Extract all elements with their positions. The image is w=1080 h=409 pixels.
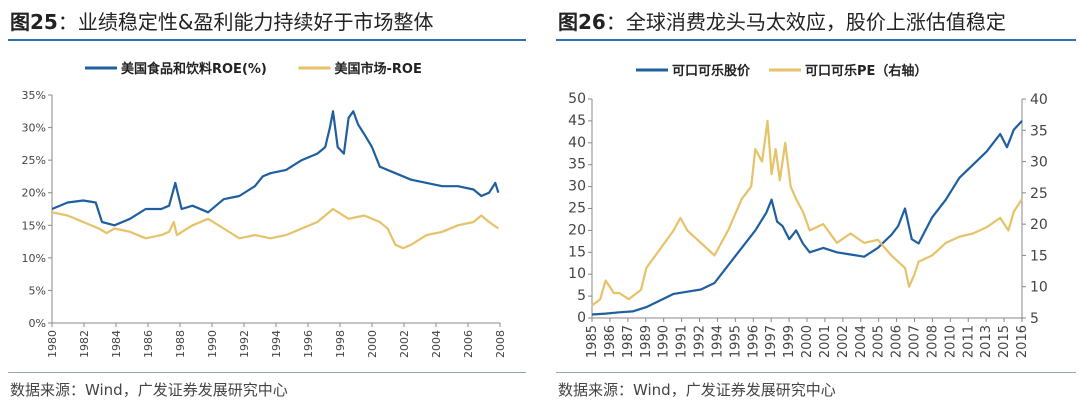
y-tick-label: 25 [568, 201, 586, 217]
y-tick-label: 5 [577, 288, 586, 304]
x-tick-label: 2006 [462, 330, 475, 358]
legend-label: 美国市场-ROE [335, 61, 422, 77]
y-tick-label: 5% [29, 284, 46, 297]
x-tick-label: 2015 [997, 325, 1012, 358]
x-tick-label: 1997 [764, 325, 779, 358]
x-tick-label: 2013 [979, 325, 994, 358]
x-tick-label: 1989 [639, 325, 654, 358]
x-tick-label: 2008 [925, 325, 940, 358]
legend-label: 可口可乐股价 [672, 63, 751, 79]
x-tick-label: 1986 [603, 325, 618, 358]
y-tick-label: 20% [22, 187, 46, 200]
figure-colon: ： [605, 10, 626, 34]
x-tick-label: 1990 [206, 330, 219, 358]
x-tick-label: 2002 [398, 330, 411, 358]
x-tick-label: 1998 [334, 330, 347, 358]
figure-title: 图26：全球消费龙头马太效应，股价上涨估值稳定 [558, 6, 1006, 35]
series-line [591, 120, 1023, 316]
series-line [591, 119, 1023, 307]
x-tick-label: 2016 [1015, 325, 1030, 358]
x-tick-label: 2000 [800, 325, 815, 358]
title-rule [556, 39, 1076, 41]
y-tick-label: 20 [568, 222, 586, 238]
y-tick-label: 0% [29, 317, 46, 330]
y-tick-label: 0 [577, 310, 586, 326]
x-tick-label: 2001 [818, 325, 833, 358]
x-tick-label: 2006 [890, 325, 905, 358]
x-tick-label: 2002 [836, 325, 851, 358]
right-figure-panel: 图26：全球消费龙头马太效应，股价上涨估值稳定 0 5 10 15 20 25 30 35 40… [548, 0, 1080, 409]
y2-tick-label: 5 [1030, 311, 1039, 327]
y-tick-label: 15 [568, 244, 586, 260]
y-tick-label: 50 [568, 91, 586, 107]
figure-label: 图26 [558, 10, 606, 34]
source-rule [556, 372, 1076, 373]
y2-tick-label: 35 [1030, 123, 1048, 139]
x-tick-label: 1980 [46, 330, 59, 358]
series-line [51, 110, 500, 227]
series-line [51, 207, 500, 250]
x-tick-label: 2004 [430, 330, 443, 358]
x-tick-label: 1990 [657, 325, 672, 358]
x-tick-label: 1996 [746, 325, 761, 358]
x-tick-label: 2000 [366, 330, 379, 358]
x-tick-label: 2005 [872, 325, 887, 358]
legend-label: 美国食品和饮料ROE(%) [121, 61, 267, 77]
x-tick-label: 1992 [238, 330, 251, 358]
y2-tick-label: 15 [1030, 248, 1048, 264]
x-tick-label: 1984 [110, 330, 123, 358]
y2-tick-label: 30 [1030, 155, 1048, 171]
left-figure-panel: 图25：业绩稳定性&盈利能力持续好于市场整体 0% 5% 10% 15% 20% 25% 3… [0, 0, 530, 409]
y-tick-label: 35 [568, 157, 586, 173]
y-tick-label: 30% [22, 122, 46, 135]
x-tick-label: 1996 [302, 330, 315, 358]
source-rule [8, 372, 526, 373]
x-tick-label: 2004 [854, 325, 869, 358]
legend-label: 可口可乐PE（右轴） [805, 63, 927, 79]
y-tick-label: 40 [568, 135, 586, 151]
x-tick-label: 1988 [174, 330, 187, 358]
figure-label: 图25 [10, 10, 58, 34]
x-tick-label: 1986 [142, 330, 155, 358]
x-tick-label: 1991 [675, 325, 690, 358]
x-tick-label: 2008 [494, 330, 507, 358]
y-tick-label: 45 [568, 113, 586, 129]
figure-title: 图25：业绩稳定性&盈利能力持续好于市场整体 [10, 6, 433, 35]
x-tick-label: 1994 [270, 330, 283, 358]
y2-tick-label: 25 [1030, 186, 1048, 202]
y-tick-label: 25% [22, 154, 46, 167]
y2-tick-label: 40 [1030, 92, 1048, 108]
x-tick-label: 2011 [961, 325, 976, 358]
y2-tick-label: 20 [1030, 217, 1048, 233]
figure-title-text: 业绩稳定性&盈利能力持续好于市场整体 [77, 10, 434, 34]
figure-colon: ： [57, 10, 78, 34]
x-tick-label: 1982 [78, 330, 91, 358]
x-tick-label: 1999 [782, 325, 797, 358]
figure-title-text: 全球消费龙头马太效应，股价上涨估值稳定 [625, 10, 1006, 34]
x-tick-label: 2007 [908, 325, 923, 358]
y2-tick-label: 10 [1030, 280, 1048, 296]
title-rule [8, 39, 526, 41]
x-tick-label: 1992 [693, 325, 708, 358]
source-note: 数据来源：Wind，广发证券发展研究中心 [558, 381, 836, 399]
y-tick-label: 15% [22, 219, 46, 232]
y-tick-label: 10 [568, 266, 586, 282]
x-tick-label: 1995 [728, 325, 743, 358]
y-tick-label: 10% [22, 252, 46, 265]
y-tick-label: 35% [22, 89, 46, 102]
x-tick-label: 1985 [585, 325, 600, 358]
x-tick-label: 1987 [621, 325, 636, 358]
source-note: 数据来源：Wind，广发证券发展研究中心 [10, 381, 288, 399]
y-tick-label: 30 [568, 179, 586, 195]
roe-line-chart: 0% 5% 10% 15% 20% 25% 30% 35% 1980 1982 1984 1986 19… [22, 61, 507, 358]
x-tick-label: 2010 [943, 325, 958, 358]
x-tick-label: 1994 [710, 325, 725, 358]
